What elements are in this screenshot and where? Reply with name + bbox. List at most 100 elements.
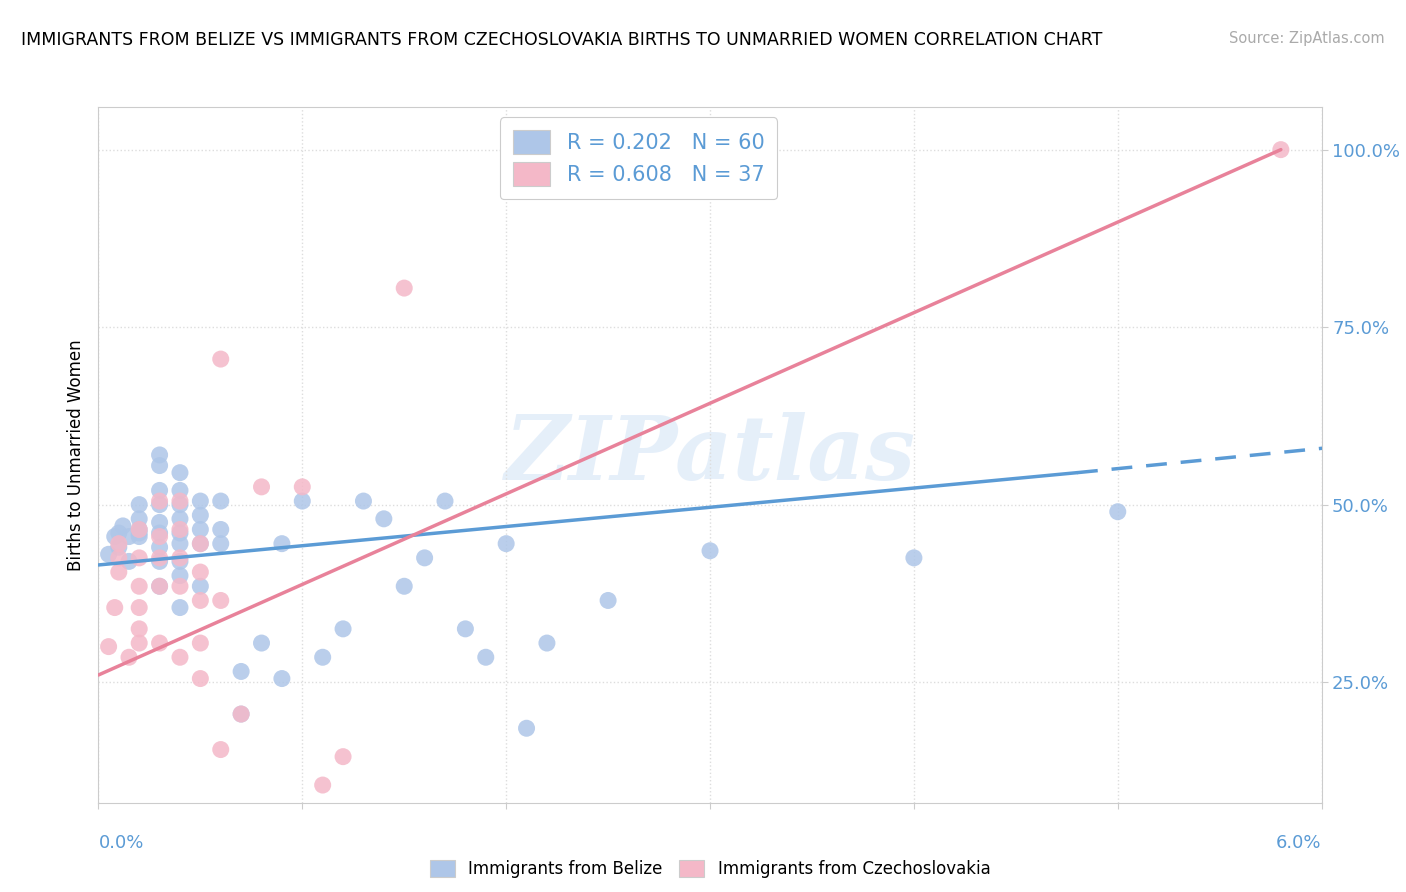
Point <box>108 526 131 541</box>
Text: 0.0%: 0.0% <box>98 834 143 852</box>
Point <box>128 636 150 650</box>
Point <box>149 498 172 512</box>
Point <box>128 579 150 593</box>
Point <box>188 636 212 650</box>
Point <box>188 523 212 537</box>
Point <box>97 547 120 561</box>
Point <box>1270 143 1292 157</box>
Point <box>128 622 150 636</box>
Point <box>169 536 191 550</box>
Point <box>128 512 150 526</box>
Point <box>433 494 456 508</box>
Point <box>169 554 191 568</box>
Point <box>128 498 150 512</box>
Point <box>903 550 925 565</box>
Point <box>169 600 191 615</box>
Y-axis label: Births to Unmarried Women: Births to Unmarried Women <box>66 339 84 571</box>
Point <box>188 494 212 508</box>
Point <box>169 466 191 480</box>
Point <box>188 579 212 593</box>
Point <box>188 593 212 607</box>
Point <box>270 536 292 550</box>
Point <box>169 568 191 582</box>
Point <box>149 579 172 593</box>
Point <box>149 516 172 530</box>
Point <box>311 650 335 665</box>
Point <box>311 778 335 792</box>
Point <box>352 494 374 508</box>
Point <box>188 536 212 550</box>
Point <box>188 508 212 523</box>
Point <box>111 519 134 533</box>
Point <box>118 530 141 544</box>
Point <box>97 640 120 654</box>
Point <box>169 550 191 565</box>
Point <box>169 498 191 512</box>
Point <box>149 494 172 508</box>
Point <box>128 600 150 615</box>
Point <box>149 526 172 541</box>
Point <box>188 536 212 550</box>
Text: Source: ZipAtlas.com: Source: ZipAtlas.com <box>1229 31 1385 46</box>
Point <box>128 523 150 537</box>
Point <box>454 622 477 636</box>
Point <box>209 494 232 508</box>
Point <box>250 480 273 494</box>
Point <box>291 480 314 494</box>
Point <box>495 536 517 550</box>
Point <box>413 550 436 565</box>
Point <box>149 483 172 498</box>
Legend: Immigrants from Belize, Immigrants from Czechoslovakia: Immigrants from Belize, Immigrants from … <box>423 854 997 885</box>
Point <box>118 554 141 568</box>
Point <box>108 565 131 579</box>
Point <box>598 593 620 607</box>
Point <box>474 650 498 665</box>
Point <box>373 512 395 526</box>
Point <box>108 540 131 554</box>
Point <box>1107 505 1129 519</box>
Point <box>169 494 191 508</box>
Point <box>332 622 354 636</box>
Point <box>149 530 172 544</box>
Point <box>149 540 172 554</box>
Point <box>149 448 172 462</box>
Point <box>270 672 292 686</box>
Point <box>169 483 191 498</box>
Point <box>169 526 191 541</box>
Point <box>169 512 191 526</box>
Point <box>209 536 232 550</box>
Point <box>516 721 538 735</box>
Text: IMMIGRANTS FROM BELIZE VS IMMIGRANTS FROM CZECHOSLOVAKIA BIRTHS TO UNMARRIED WOM: IMMIGRANTS FROM BELIZE VS IMMIGRANTS FRO… <box>21 31 1102 49</box>
Point <box>536 636 558 650</box>
Text: 6.0%: 6.0% <box>1277 834 1322 852</box>
Point <box>231 707 253 722</box>
Text: ZIPatlas: ZIPatlas <box>505 412 915 498</box>
Point <box>291 494 314 508</box>
Point <box>188 565 212 579</box>
Point <box>128 530 150 544</box>
Point <box>149 458 172 473</box>
Point <box>104 600 127 615</box>
Point <box>108 536 131 550</box>
Point <box>128 550 150 565</box>
Point <box>169 523 191 537</box>
Point <box>209 593 232 607</box>
Point <box>169 650 191 665</box>
Point <box>128 526 150 541</box>
Point <box>128 523 150 537</box>
Point <box>104 530 127 544</box>
Point <box>149 554 172 568</box>
Point <box>392 281 416 295</box>
Point <box>209 742 232 756</box>
Point <box>188 672 212 686</box>
Point <box>231 707 253 722</box>
Point <box>149 636 172 650</box>
Point <box>169 579 191 593</box>
Point <box>332 749 354 764</box>
Point <box>392 579 416 593</box>
Point <box>149 579 172 593</box>
Point <box>699 543 721 558</box>
Point <box>118 650 141 665</box>
Point <box>209 352 232 367</box>
Point <box>250 636 273 650</box>
